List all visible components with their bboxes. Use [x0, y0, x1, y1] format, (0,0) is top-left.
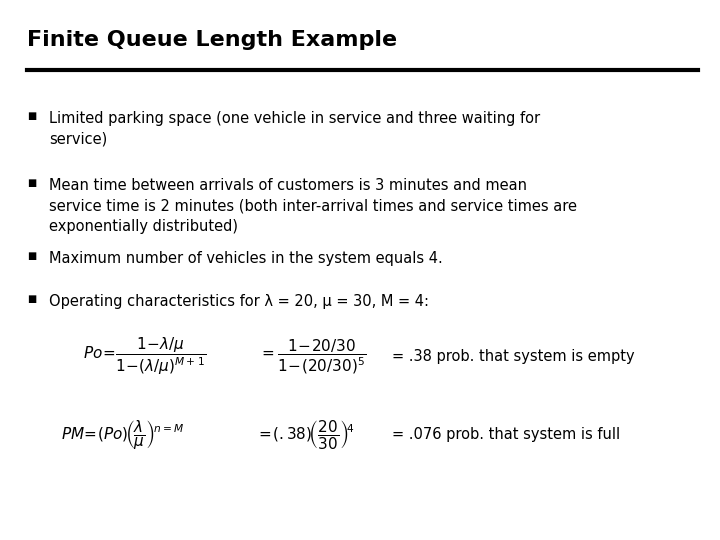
- Text: ■: ■: [27, 251, 37, 261]
- Text: $\mathit{Po}\!=\!\dfrac{1\!-\!\lambda/\mu}{1\!-\!(\lambda/\mu)^{M+1}}$: $\mathit{Po}\!=\!\dfrac{1\!-\!\lambda/\m…: [83, 336, 206, 377]
- Text: ■: ■: [27, 111, 37, 121]
- Text: = .076 prob. that system is full: = .076 prob. that system is full: [392, 427, 621, 442]
- Text: Limited parking space (one vehicle in service and three waiting for
service): Limited parking space (one vehicle in se…: [49, 111, 540, 146]
- Text: $=\dfrac{1\!-\!20/30}{1\!-\!(20/30)^5}$: $=\dfrac{1\!-\!20/30}{1\!-\!(20/30)^5}$: [259, 337, 366, 376]
- Text: Finite Queue Length Example: Finite Queue Length Example: [27, 30, 397, 50]
- Text: $\mathit{PM}\!=\!(\mathit{Po})\!\left(\dfrac{\lambda}{\mu}\right)^{\!n=M}$: $\mathit{PM}\!=\!(\mathit{Po})\!\left(\d…: [61, 418, 184, 451]
- Text: ■: ■: [27, 178, 37, 188]
- Text: ■: ■: [27, 294, 37, 305]
- Text: $=\!(.38)\!\left(\dfrac{20}{30}\right)^{\!4}$: $=\!(.38)\!\left(\dfrac{20}{30}\right)^{…: [256, 418, 354, 451]
- Text: Operating characteristics for λ = 20, μ = 30, M = 4:: Operating characteristics for λ = 20, μ …: [49, 294, 429, 309]
- Text: Mean time between arrivals of customers is 3 minutes and mean
service time is 2 : Mean time between arrivals of customers …: [49, 178, 577, 234]
- Text: = .38 prob. that system is empty: = .38 prob. that system is empty: [392, 349, 635, 364]
- Text: Maximum number of vehicles in the system equals 4.: Maximum number of vehicles in the system…: [49, 251, 443, 266]
